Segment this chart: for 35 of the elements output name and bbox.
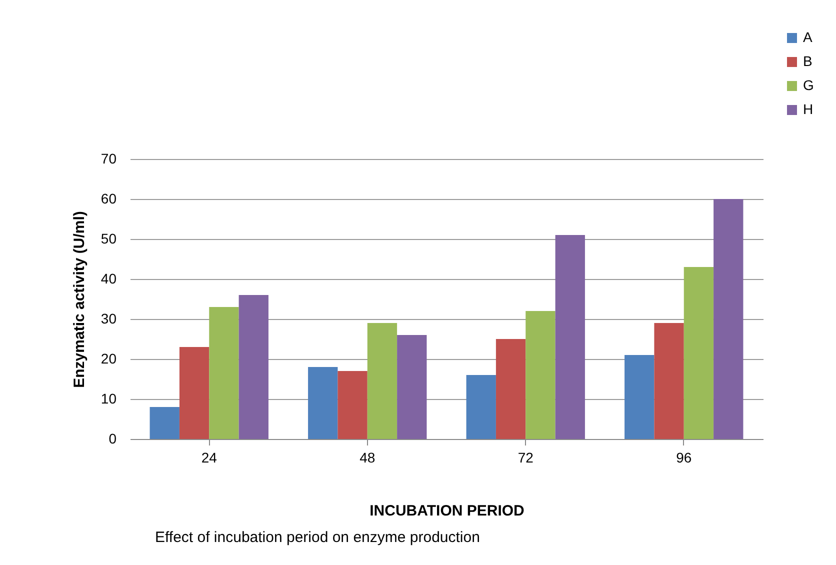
y-tick-label: 0 bbox=[108, 430, 117, 446]
y-tick-label: 70 bbox=[100, 150, 117, 166]
x-tick-label: 48 bbox=[360, 450, 376, 466]
bar bbox=[150, 407, 180, 439]
bar bbox=[526, 311, 556, 439]
bar bbox=[179, 347, 210, 439]
bar bbox=[308, 367, 338, 439]
bar bbox=[238, 295, 268, 439]
bar bbox=[367, 323, 398, 439]
bar bbox=[209, 307, 239, 439]
x-tick-label: 96 bbox=[676, 450, 692, 466]
y-tick-label: 30 bbox=[100, 310, 117, 326]
text: Effect of incubation period on enzyme production bbox=[155, 529, 480, 546]
legend-label: G bbox=[803, 77, 814, 93]
legend-label: B bbox=[803, 53, 812, 69]
bar bbox=[397, 335, 427, 439]
bar bbox=[496, 339, 526, 439]
bar bbox=[654, 323, 684, 439]
x-tick-label: 72 bbox=[518, 450, 534, 466]
x-tick-label: 24 bbox=[201, 450, 218, 466]
legend-label: H bbox=[803, 101, 814, 117]
bar bbox=[714, 199, 744, 439]
y-tick-label: 60 bbox=[100, 190, 117, 206]
bar bbox=[624, 355, 654, 439]
bar bbox=[338, 371, 368, 439]
y-axis-title: Enzymatic activity (U/ml) bbox=[70, 211, 88, 388]
y-tick-label: 40 bbox=[100, 270, 117, 286]
y-tick-label: 20 bbox=[100, 350, 117, 366]
bar bbox=[466, 375, 496, 439]
y-tick-label: 10 bbox=[100, 390, 117, 406]
bar bbox=[684, 267, 714, 439]
x-axis-title: INCUBATION PERIOD bbox=[370, 502, 525, 520]
legend-label: A bbox=[803, 29, 813, 45]
bar bbox=[555, 235, 585, 439]
y-tick-label: 50 bbox=[100, 230, 117, 246]
